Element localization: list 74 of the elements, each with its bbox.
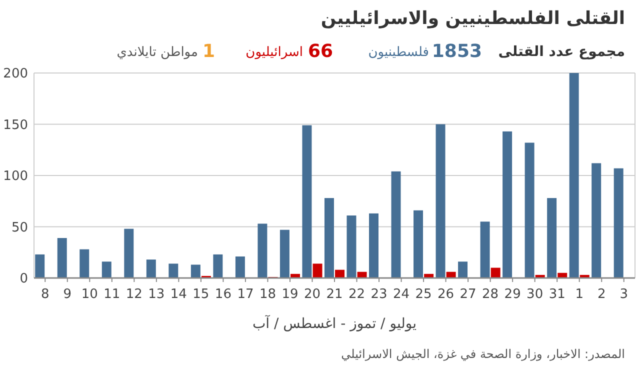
y-tick-label: 0 — [20, 272, 28, 287]
x-tick-label: 24 — [393, 287, 410, 302]
bar — [190, 264, 200, 278]
text: اسرائيليون — [246, 45, 303, 60]
x-tick-label: 8 — [40, 287, 50, 302]
x-tick-label: 12 — [126, 287, 142, 302]
bar — [547, 198, 557, 278]
text: 66 — [308, 41, 333, 62]
x-tick-label: 18 — [259, 287, 276, 302]
bar — [213, 254, 223, 278]
x-tick-label: 22 — [348, 287, 366, 302]
bar — [335, 270, 345, 278]
chart-subtitle: مجموع عدد القتلى — [498, 44, 625, 60]
chart-title: القتلى الفلسطينيين والاسرائيليين — [320, 8, 625, 29]
text: مواطن تايلاندي — [116, 45, 198, 60]
bar — [569, 73, 579, 278]
x-tick-label: 10 — [81, 287, 98, 302]
bar — [446, 272, 456, 278]
x-tick-label: 19 — [282, 287, 298, 302]
x-tick-label: 20 — [304, 287, 321, 302]
x-tick-label: 28 — [482, 287, 499, 302]
bar — [480, 222, 490, 278]
bar — [80, 249, 90, 278]
bar — [280, 230, 290, 278]
text: 1 — [202, 41, 215, 62]
y-tick-label: 200 — [3, 66, 28, 82]
bar — [357, 272, 367, 278]
x-tick-label: 3 — [620, 287, 628, 302]
bar — [369, 213, 378, 278]
x-tick-label: 17 — [237, 287, 254, 302]
bar — [312, 264, 322, 278]
text: 1853 — [432, 41, 482, 62]
x-tick-label: 1 — [575, 287, 584, 302]
x-tick-label: 9 — [63, 287, 72, 302]
bar — [414, 210, 424, 278]
x-tick-label: 31 — [548, 287, 566, 302]
bar — [146, 260, 156, 278]
x-tick-label: 14 — [170, 287, 187, 302]
x-tick-label: 25 — [415, 287, 432, 302]
y-tick-label: 100 — [3, 169, 28, 184]
y-tick-label: 150 — [3, 118, 28, 133]
bar — [502, 131, 512, 278]
bar — [391, 171, 401, 278]
x-tick-label: 16 — [214, 287, 232, 302]
bar — [458, 262, 468, 278]
bar — [57, 238, 67, 278]
bar — [168, 264, 178, 278]
text: المصدر: الاخبار، وزارة الصحة في غزة، الجيش الاسرائيلي — [341, 347, 625, 361]
x-tick-label: 29 — [504, 287, 521, 302]
bar — [436, 124, 446, 278]
bar — [258, 224, 268, 278]
text: فلسطينيون — [368, 45, 429, 60]
x-axis-title: يوليو / تموز - اغسطس / آب — [252, 314, 417, 332]
bar — [490, 268, 500, 278]
bar — [124, 228, 134, 278]
bar — [524, 142, 534, 278]
bar — [102, 262, 112, 278]
x-tick-label: 2 — [597, 287, 606, 302]
x-tick-label: 27 — [460, 287, 476, 302]
bar — [346, 215, 356, 278]
bar — [35, 254, 45, 278]
x-tick-label: 21 — [326, 287, 343, 302]
bar — [302, 125, 312, 278]
x-tick-label: 15 — [192, 287, 210, 302]
y-tick-label: 50 — [11, 220, 28, 236]
bar — [592, 163, 602, 278]
x-tick-label: 23 — [370, 287, 388, 302]
x-tick-label: 26 — [438, 287, 454, 302]
x-tick-label: 13 — [148, 287, 165, 302]
bar — [324, 198, 334, 278]
x-tick-label: 30 — [526, 287, 544, 302]
x-tick-label: 11 — [104, 287, 120, 302]
bar — [235, 256, 245, 278]
bar — [614, 168, 624, 278]
